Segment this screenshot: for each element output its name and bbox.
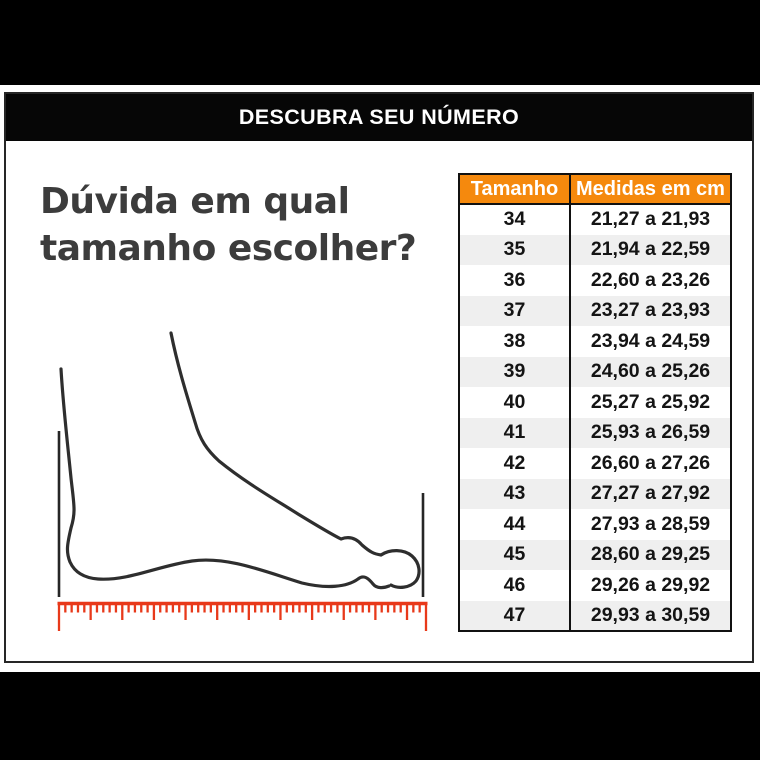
measure-cell: 29,26 a 29,92 [569,570,732,601]
measurement-lines [57,431,425,597]
foot-outline [59,331,421,590]
size-cell: 37 [458,295,571,326]
table-row: 34 21,27 a 21,93 [458,204,732,235]
table-row: 43 27,27 a 27,92 [458,478,732,509]
ruler-graphic [57,601,428,631]
table-row: 45 28,60 a 29,25 [458,539,732,570]
measure-cell: 24,60 a 25,26 [569,356,732,387]
measure-cell: 26,60 a 27,26 [569,448,732,479]
size-cell: 44 [458,509,571,540]
measure-cell: 22,60 a 23,26 [569,265,732,296]
measure-cell: 25,93 a 26,59 [569,417,732,448]
question-heading: Dúvida em qual tamanho escolher? [40,178,417,272]
measure-cell: 23,94 a 24,59 [569,326,732,357]
size-cell: 39 [458,356,571,387]
table-row: 38 23,94 a 24,59 [458,326,732,357]
size-cell: 45 [458,539,571,570]
measure-cell: 21,27 a 21,93 [569,204,732,235]
measure-column-header: Medidas em cm [569,173,732,205]
size-table-body: 34 21,27 a 21,93 35 21,94 a 22,59 36 22,60 a … [458,204,732,632]
question-line-1: Dúvida em qual [40,181,350,222]
size-table-header-row: Tamanho Medidas em cm [458,173,732,205]
title-banner: DESCUBRA SEU NÚMERO [6,94,752,141]
content-frame: DESCUBRA SEU NÚMERO Dúvida em qual taman… [4,92,754,663]
bottom-black-band [0,672,760,760]
top-black-band [0,0,760,85]
measure-cell: 27,93 a 28,59 [569,509,732,540]
size-cell: 46 [458,570,571,601]
table-row: 35 21,94 a 22,59 [458,234,732,265]
table-row: 40 25,27 a 25,92 [458,387,732,418]
table-row: 46 29,26 a 29,92 [458,570,732,601]
size-cell: 41 [458,417,571,448]
size-cell: 42 [458,448,571,479]
content-page: DESCUBRA SEU NÚMERO Dúvida em qual taman… [0,85,760,672]
measure-cell: 27,27 a 27,92 [569,478,732,509]
measure-cell: 25,27 a 25,92 [569,387,732,418]
size-cell: 38 [458,326,571,357]
table-row: 44 27,93 a 28,59 [458,509,732,540]
table-row: 37 23,27 a 23,93 [458,295,732,326]
measure-cell: 28,60 a 29,25 [569,539,732,570]
size-cell: 35 [458,234,571,265]
size-column-header: Tamanho [458,173,571,205]
measure-cell: 21,94 a 22,59 [569,234,732,265]
question-line-2: tamanho escolher? [40,228,417,270]
size-cell: 36 [458,265,571,296]
measure-cell: 23,27 a 23,93 [569,295,732,326]
size-table: Tamanho Medidas em cm 34 21,27 a 21,93 35 2… [458,173,732,632]
table-row: 47 29,93 a 30,59 [458,600,732,632]
size-cell: 47 [458,600,571,632]
table-row: 42 26,60 a 27,26 [458,448,732,479]
table-row: 39 24,60 a 25,26 [458,356,732,387]
table-row: 36 22,60 a 23,26 [458,265,732,296]
size-cell: 40 [458,387,571,418]
size-cell: 43 [458,478,571,509]
size-cell: 34 [458,204,571,235]
measure-cell: 29,93 a 30,59 [569,600,732,632]
table-row: 41 25,93 a 26,59 [458,417,732,448]
ruler-ticks [57,602,428,631]
page-title: DESCUBRA SEU NÚMERO [238,105,520,129]
